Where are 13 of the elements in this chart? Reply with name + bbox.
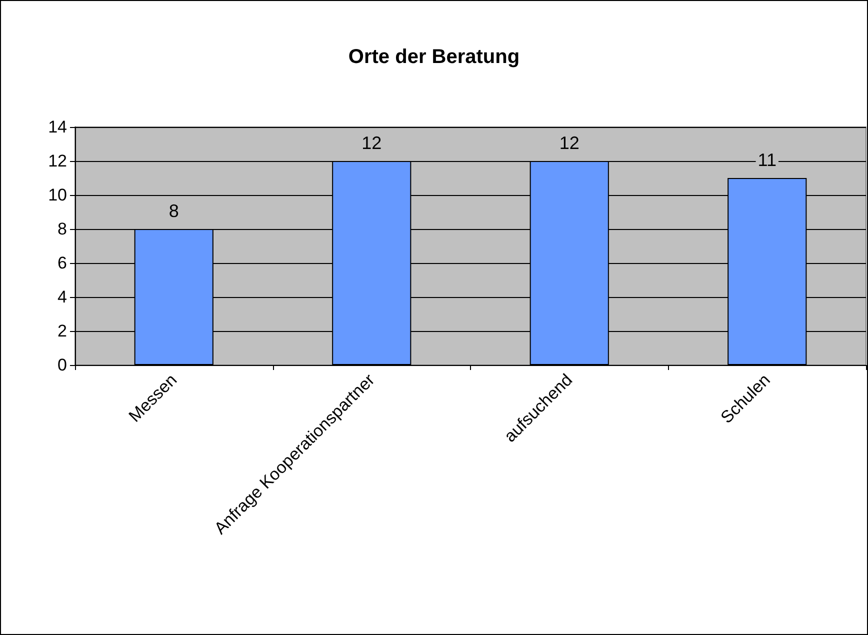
y-tick-label: 6 bbox=[58, 254, 67, 272]
y-tick-label: 2 bbox=[58, 322, 67, 340]
y-tick-label: 0 bbox=[58, 356, 67, 374]
data-label: 12 bbox=[362, 133, 382, 153]
data-label: 12 bbox=[559, 133, 580, 153]
y-tick-label: 4 bbox=[58, 288, 67, 306]
data-label: 8 bbox=[168, 201, 179, 221]
data-label: 11 bbox=[758, 150, 776, 170]
chart-title: Orte der Beratung bbox=[348, 46, 520, 68]
y-tick-label: 12 bbox=[48, 152, 67, 170]
y-tick-label: 8 bbox=[58, 220, 67, 238]
y-tick-label: 10 bbox=[48, 186, 67, 204]
y-tick-label: 14 bbox=[48, 118, 67, 136]
